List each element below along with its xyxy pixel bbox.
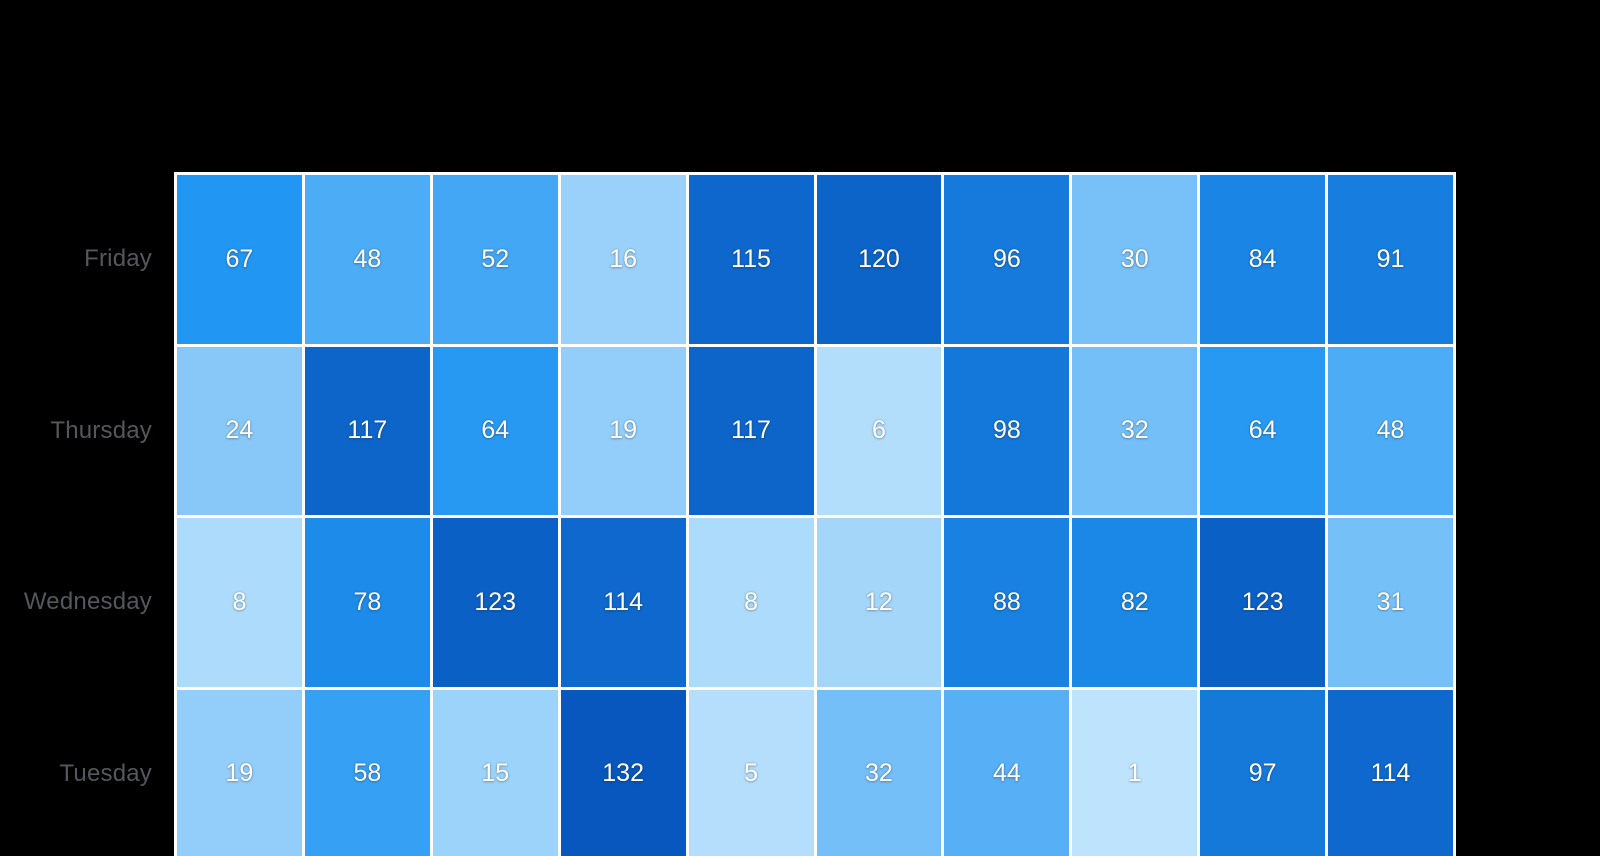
cell-value: 31: [1376, 587, 1405, 616]
cell-value: 117: [347, 416, 388, 445]
heatmap-cell[interactable]: 5: [688, 689, 814, 856]
heatmap-cell[interactable]: 117: [304, 346, 430, 515]
heatmap-cell[interactable]: 52: [432, 175, 558, 344]
row-label: Wednesday: [23, 588, 152, 616]
cell-value: 24: [225, 416, 254, 445]
heatmap-cell[interactable]: 88: [944, 518, 1070, 687]
cell-value: 84: [1248, 244, 1277, 273]
heatmap-cell[interactable]: 82: [1072, 518, 1198, 687]
heatmap-cell[interactable]: 115: [688, 175, 814, 344]
heatmap-cell[interactable]: 123: [432, 518, 558, 687]
cell-value: 19: [225, 759, 254, 788]
cell-value: 48: [1376, 416, 1405, 445]
cell-value: 64: [1248, 416, 1277, 445]
heatmap-cell[interactable]: 98: [944, 346, 1070, 515]
cell-value: 1: [1127, 759, 1142, 788]
heatmap-cell[interactable]: 24: [177, 346, 302, 515]
cell-value: 32: [1120, 416, 1149, 445]
heatmap-cell[interactable]: 15: [432, 689, 558, 856]
cell-value: 114: [603, 587, 644, 616]
heatmap-cell[interactable]: 32: [1072, 346, 1198, 515]
heatmap-cell[interactable]: 31: [1328, 518, 1453, 687]
heatmap-cell[interactable]: 12: [816, 518, 942, 687]
heatmap-cell[interactable]: 30: [1072, 175, 1198, 344]
cell-value: 123: [1241, 587, 1284, 616]
heatmap-cell[interactable]: 78: [304, 518, 430, 687]
heatmap-cell[interactable]: 64: [1200, 346, 1326, 515]
cell-value: 115: [731, 244, 771, 273]
cell-value: 120: [858, 244, 900, 273]
cell-value: 52: [481, 244, 510, 273]
heatmap-cell[interactable]: 48: [1328, 346, 1453, 515]
row-label: Thursday: [50, 416, 152, 444]
cell-value: 30: [1120, 244, 1149, 273]
heatmap-cell[interactable]: 123: [1200, 518, 1326, 687]
cell-value: 48: [353, 244, 382, 273]
heatmap-cell[interactable]: 8: [177, 518, 302, 687]
cell-value: 32: [865, 759, 893, 788]
heatmap-cell[interactable]: 67: [177, 175, 302, 344]
heatmap-cell[interactable]: 58: [304, 689, 430, 856]
heatmap-cell[interactable]: 84: [1200, 175, 1326, 344]
row-label: Tuesday: [59, 759, 152, 787]
heatmap-cell[interactable]: 96: [944, 175, 1070, 344]
heatmap-cell[interactable]: 132: [560, 689, 686, 856]
heatmap-cell[interactable]: 6: [816, 346, 942, 515]
cell-value: 12: [865, 587, 893, 616]
cell-value: 114: [1370, 759, 1411, 788]
cell-value: 15: [481, 759, 510, 788]
cell-value: 6: [871, 416, 886, 445]
heatmap-cell[interactable]: 19: [560, 346, 686, 515]
cell-value: 132: [602, 759, 644, 788]
cell-value: 64: [481, 416, 510, 445]
cell-value: 16: [609, 244, 638, 273]
heatmap-cell[interactable]: 91: [1328, 175, 1453, 344]
cell-value: 117: [731, 416, 771, 445]
cell-value: 58: [353, 759, 382, 788]
heatmap-cell[interactable]: 44: [944, 689, 1070, 856]
cell-value: 67: [225, 244, 254, 273]
cell-value: 97: [1248, 759, 1277, 788]
cell-value: 44: [992, 759, 1021, 788]
cell-value: 123: [474, 587, 517, 616]
cell-value: 5: [744, 759, 758, 788]
heatmap-cell[interactable]: 114: [560, 518, 686, 687]
cell-value: 8: [744, 587, 758, 616]
y-axis-labels: Friday Thursday Wednesday Tuesday: [0, 175, 152, 856]
heatmap-cell[interactable]: 32: [816, 689, 942, 856]
heatmap-cell[interactable]: 117: [688, 346, 814, 515]
heatmap-cell[interactable]: 1: [1072, 689, 1198, 856]
heatmap-grid: 67 48 52 16 115 120 96 30 84 91 24 117 64 19 117 6 98 32 6…: [174, 172, 1456, 856]
heatmap-cell[interactable]: 8: [688, 518, 814, 687]
cell-value: 91: [1376, 244, 1405, 273]
row-label: Friday: [84, 245, 152, 273]
heatmap-cell[interactable]: 114: [1328, 689, 1453, 856]
cell-value: 82: [1120, 587, 1149, 616]
heatmap-cell[interactable]: 19: [177, 689, 302, 856]
heatmap-cell[interactable]: 48: [304, 175, 430, 344]
heatmap-cell[interactable]: 97: [1200, 689, 1326, 856]
cell-value: 88: [992, 587, 1021, 616]
cell-value: 78: [353, 587, 382, 616]
heatmap-cell[interactable]: 16: [560, 175, 686, 344]
heatmap-cell[interactable]: 64: [432, 346, 558, 515]
heatmap-cell[interactable]: 120: [816, 175, 942, 344]
cell-value: 8: [232, 587, 247, 616]
cell-value: 19: [609, 416, 638, 445]
cell-value: 98: [992, 416, 1021, 445]
cell-value: 96: [992, 244, 1021, 273]
